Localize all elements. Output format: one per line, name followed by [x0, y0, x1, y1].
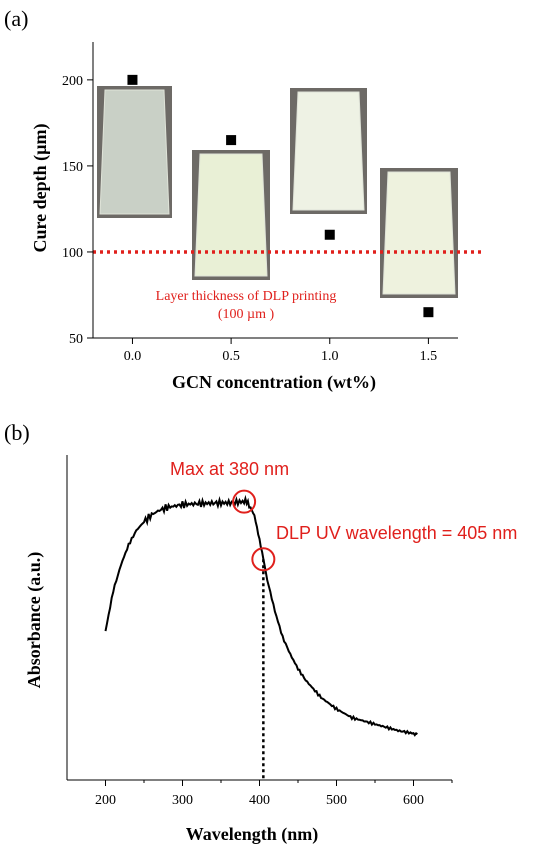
panel-b-chart: 200 300 400 500 600 Max at 380 nm DLP UV wav… — [24, 455, 517, 845]
panel-b-annotation-dlp: DLP UV wavelength = 405 nm — [276, 523, 517, 543]
panel-b-x-tick-label: 300 — [172, 793, 193, 808]
panel-b-axes: 200 300 400 500 600 — [66, 455, 453, 808]
panel-b-x-tick-label: 600 — [403, 793, 424, 808]
panel-b-highlights — [232, 489, 276, 572]
panel-b-highlight-circle-0 — [232, 489, 257, 514]
panel-a-x-tick-label: 1.0 — [321, 349, 339, 364]
inset-image-sample-0 — [99, 89, 170, 215]
panel-a-x-tick-label: 1.5 — [420, 349, 438, 364]
panel-a-y-tick-label: 150 — [62, 160, 83, 175]
inset-image-sample-1 — [194, 153, 268, 277]
inset-image-sample-3 — [382, 171, 456, 295]
panel-a-data-point — [324, 229, 335, 240]
panel-b-curve-group — [104, 494, 418, 737]
panel-b-x-axis-title: Wavelength (nm) — [186, 824, 319, 845]
panel-a-data-point — [127, 74, 138, 85]
panel-a-y-tick-label: 50 — [69, 332, 83, 347]
panel-a-x-tick-label: 0.0 — [124, 349, 142, 364]
panel-b-x-tick-label: 200 — [95, 793, 116, 808]
panel-a-axes: 0.0 0.5 1.0 1.5 50 100 150 200 — [62, 42, 458, 364]
panel-a-y-tick-label: 100 — [62, 246, 83, 261]
panel-a-data-point — [423, 307, 434, 318]
panel-b-x-tick-label: 400 — [249, 793, 270, 808]
panel-a-inset-images — [97, 86, 458, 298]
panel-a-annotation-line2: (100 µm ) — [218, 307, 275, 322]
panel-a-label: (a) — [4, 6, 28, 31]
panel-a-x-axis-title: GCN concentration (wt%) — [172, 372, 376, 393]
panel-a-x-tick-label: 0.5 — [222, 349, 240, 364]
panel-b-annotation-max: Max at 380 nm — [170, 459, 289, 479]
panel-b-y-axis-title: Absorbance (a.u.) — [24, 552, 45, 689]
panel-a-y-axis-title: Cure depth (µm) — [30, 123, 51, 252]
panel-a-data-point — [226, 135, 237, 146]
panel-b-highlight-circle-1 — [251, 547, 276, 572]
panel-b-x-tick-label: 500 — [326, 793, 347, 808]
panel-a-points — [127, 74, 434, 318]
panel-a-chart: 0.0 0.5 1.0 1.5 50 100 150 200 Layer thickness … — [30, 42, 484, 393]
panel-b-absorbance-curve — [104, 494, 418, 737]
panel-a-annotation-line1: Layer thickness of DLP printing — [156, 289, 337, 304]
panel-a-y-tick-label: 200 — [62, 74, 83, 89]
panel-b-label: (b) — [4, 420, 30, 445]
inset-image-sample-2 — [292, 91, 365, 211]
